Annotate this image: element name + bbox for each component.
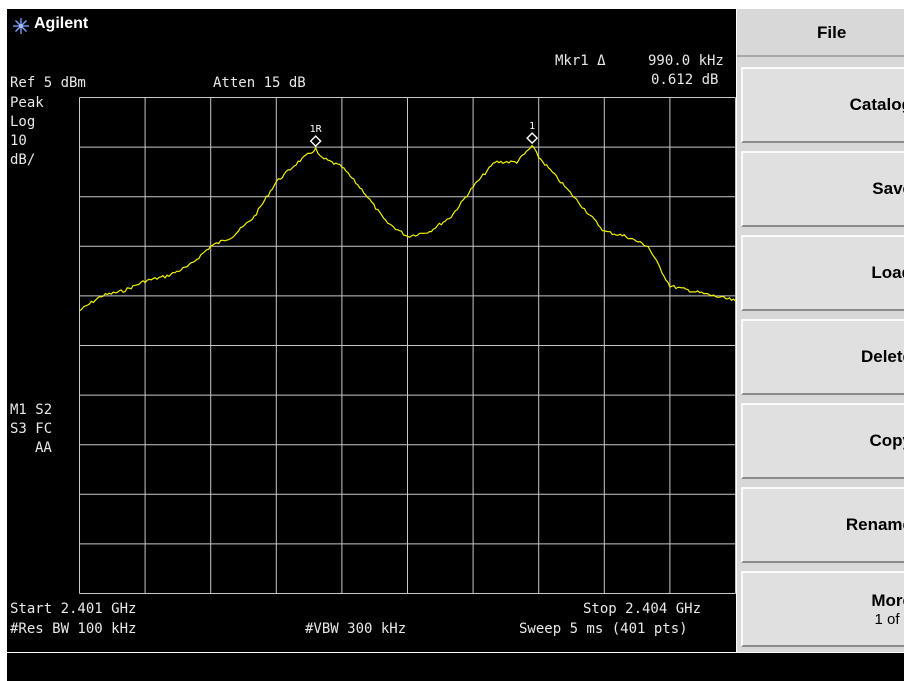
menu-title-label: File <box>817 23 847 42</box>
save-softkey[interactable]: Save <box>741 151 904 227</box>
save-label: Save <box>872 179 904 198</box>
catalog-softkey[interactable]: Catalog <box>741 67 904 143</box>
marker-diamond-2 <box>526 132 539 145</box>
marker-label-2: 1 <box>529 121 535 132</box>
agilent-spark-icon <box>13 18 29 34</box>
more-label: More <box>871 591 904 610</box>
scale-type: Log <box>10 114 36 130</box>
status-flags-3: AA <box>35 440 52 456</box>
scale-unit: dB/ <box>10 152 36 168</box>
sweep-info: Sweep 5 ms (401 pts) <box>519 621 688 637</box>
graticule <box>79 97 736 594</box>
marker-label-1: 1R <box>310 124 323 135</box>
load-label: Load <box>871 263 904 282</box>
spectrum-trace <box>79 144 736 312</box>
rename-label: Rename <box>845 515 904 534</box>
status-flags-1: M1 S2 <box>10 402 53 418</box>
load-softkey[interactable]: Load <box>741 235 904 311</box>
marker-amplitude: 0.612 dB <box>651 72 719 88</box>
copy-label: Copy <box>869 431 904 450</box>
scale-value: 10 <box>10 133 27 149</box>
markers: 1R 1 <box>309 121 539 148</box>
delete-label: Delete <box>860 347 904 366</box>
status-line <box>7 653 904 681</box>
menu-title: File <box>737 9 904 57</box>
ref-level: Ref 5 dBm <box>10 75 86 91</box>
status-flags-2: S3 FC <box>10 421 53 437</box>
rename-softkey[interactable]: Rename <box>741 487 904 563</box>
copy-softkey[interactable]: Copy <box>741 403 904 479</box>
brand-name: Agilent <box>34 15 89 32</box>
spectrum-plot: 1R 1 <box>79 97 736 594</box>
detector-mode: Peak <box>10 95 44 111</box>
resolution-bandwidth: #Res BW 100 kHz <box>10 621 137 637</box>
video-bandwidth: #VBW 300 kHz <box>305 621 407 637</box>
start-frequency: Start 2.401 GHz <box>10 601 137 617</box>
more-page-indicator: 1 of 2 <box>874 611 904 628</box>
analyzer-screen: Agilent Mkr1 Δ 990.0 kHz 0.612 dB Ref 5 … <box>7 9 736 652</box>
catalog-label: Catalog <box>849 95 904 114</box>
brand-bar: Agilent <box>7 9 736 43</box>
marker-frequency: 990.0 kHz <box>648 53 724 69</box>
stop-frequency: Stop 2.404 GHz <box>583 601 702 617</box>
more-softkey[interactable]: More 1 of 2 <box>741 571 904 647</box>
delete-softkey[interactable]: Delete <box>741 319 904 395</box>
attenuation: Atten 15 dB <box>213 75 306 91</box>
marker-diamond-1 <box>309 135 322 148</box>
marker-label: Mkr1 Δ <box>555 53 606 69</box>
softkey-menu: File Catalog Save Load Delete Copy Renam… <box>737 9 904 652</box>
